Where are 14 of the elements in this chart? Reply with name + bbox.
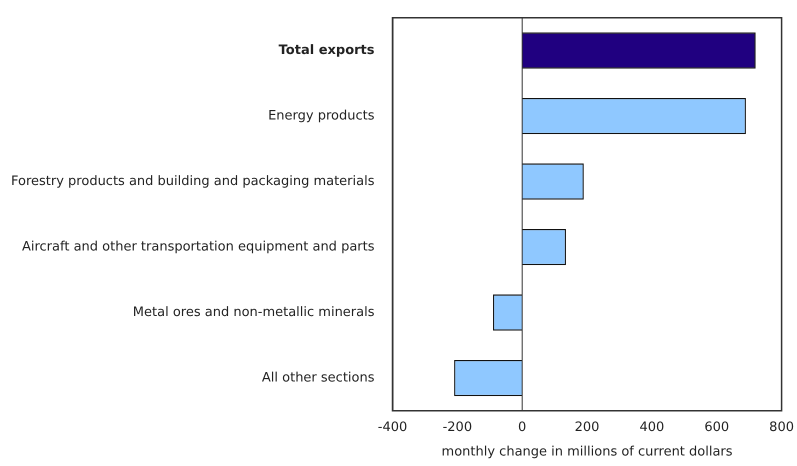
x-axis-title: monthly change in millions of current dollars	[442, 444, 733, 460]
y-tick-label: Metal ores and non-metallic minerals	[132, 304, 375, 320]
x-tick-label: 200	[574, 420, 600, 435]
y-tick-label: Energy products	[268, 108, 375, 124]
x-tick-label: 600	[704, 420, 730, 435]
x-tick-label: 400	[639, 420, 664, 435]
x-tick-label: -200	[442, 420, 472, 435]
x-tick-label: 0	[518, 420, 526, 435]
y-tick-label: Forestry products and building and packaging materials	[10, 174, 375, 189]
y-tick-label: All other sections	[262, 370, 375, 386]
y-tick-label: Aircraft and other transportation equipment and parts	[22, 239, 375, 254]
x-tick-label: 800	[769, 420, 794, 435]
y-tick-label: Total exports	[278, 42, 375, 58]
x-tick-label: -400	[378, 420, 408, 435]
